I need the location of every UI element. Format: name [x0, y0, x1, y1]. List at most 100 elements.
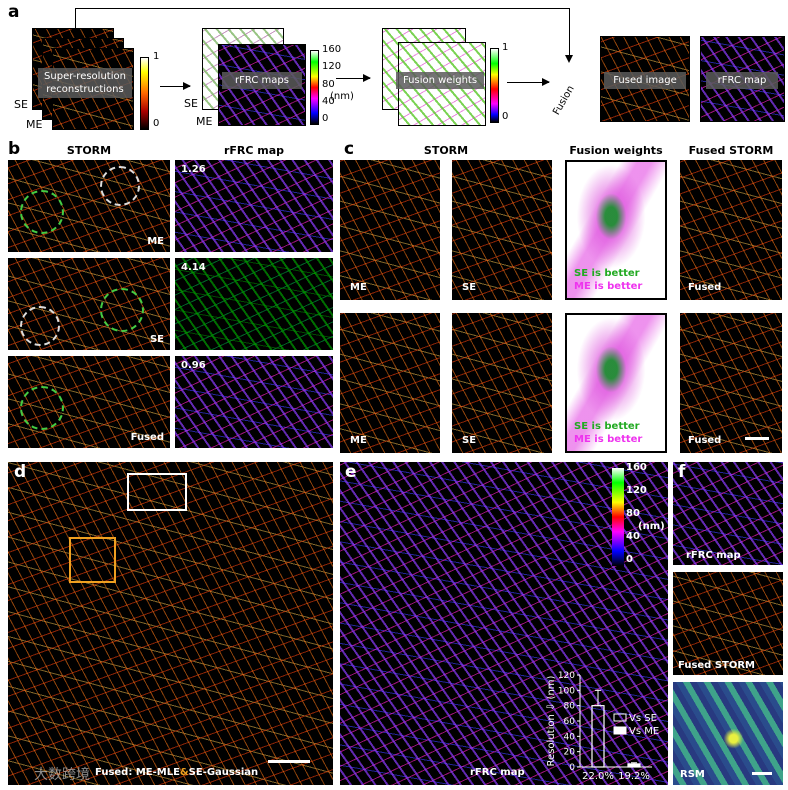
- arrow-head: [565, 55, 573, 63]
- legend-swatch: [613, 726, 627, 735]
- image: [565, 160, 667, 300]
- panel-label: b: [8, 139, 21, 159]
- colorbar: [490, 48, 499, 123]
- label: SE is better: [574, 268, 640, 279]
- colorbar: [140, 57, 149, 130]
- colorbar: [310, 50, 319, 125]
- watermark: 大数跨境: [34, 767, 90, 783]
- panel-label: a: [8, 2, 20, 22]
- label: SE is better: [574, 421, 640, 432]
- y-tick-label: 120: [558, 671, 575, 681]
- row-label: Fused: [130, 432, 164, 443]
- colorbar-tick: 0: [502, 111, 509, 122]
- overlay-label: Super-resolution reconstructions: [38, 68, 132, 98]
- arrow: [507, 78, 550, 86]
- score: 4.14: [181, 262, 206, 273]
- legend-label: Vs ME: [629, 726, 659, 737]
- caption: &: [179, 767, 189, 778]
- label: Fused: [688, 282, 722, 293]
- y-tick-label: 0: [569, 763, 575, 773]
- connector: [75, 8, 570, 9]
- label: Fused: [688, 435, 722, 446]
- column-header: Fusion weights: [569, 144, 663, 157]
- column-header: Fused STORM: [688, 144, 774, 157]
- roi-box: [127, 473, 187, 511]
- arrow: [160, 82, 191, 90]
- colorbar-tick: 160: [626, 462, 647, 473]
- caption: Fused: ME-MLE: [95, 767, 180, 778]
- image: [340, 160, 440, 300]
- label: ME is better: [574, 281, 643, 292]
- y-tick-label: 20: [564, 748, 576, 758]
- legend-swatch: [613, 713, 627, 722]
- image: [452, 160, 552, 300]
- connector: [569, 8, 570, 58]
- roi-circle: [100, 166, 140, 206]
- label: SE: [184, 97, 198, 110]
- connector: [75, 8, 76, 28]
- row-label: SE: [149, 334, 164, 345]
- overlay-label: Fused image: [604, 72, 686, 89]
- colorbar-tick: 0: [626, 554, 633, 565]
- roi-circle: [20, 190, 64, 234]
- image: [680, 313, 782, 453]
- overlay-label: rFRC map: [706, 72, 778, 89]
- label: SE: [14, 98, 28, 111]
- caption: Fused STORM: [678, 660, 756, 671]
- roi-circle: [100, 288, 144, 332]
- panel-label: e: [345, 462, 357, 482]
- scale-bar: [745, 437, 769, 440]
- colorbar: [612, 468, 624, 566]
- y-tick-label: 60: [564, 717, 576, 727]
- arrow: [336, 74, 371, 82]
- score: 0.96: [181, 360, 206, 371]
- unit: (nm): [638, 521, 665, 532]
- image: [340, 313, 440, 453]
- x-tick-label: 19.2%: [618, 771, 650, 782]
- colorbar-tick: 40: [322, 95, 335, 107]
- colorbar-tick: 120: [322, 61, 342, 73]
- image: [175, 258, 333, 350]
- label: SE: [462, 435, 477, 446]
- caption: RSM: [680, 769, 705, 780]
- overlay-label: rFRC maps: [222, 72, 302, 89]
- colorbar-tick: 80: [626, 508, 640, 519]
- label: ME: [350, 435, 367, 446]
- image: [565, 313, 667, 453]
- colorbar-tick: 120: [626, 485, 647, 496]
- image: [673, 462, 783, 565]
- bar: [591, 705, 605, 768]
- y-tick-label: 100: [558, 686, 575, 696]
- image: [673, 572, 783, 675]
- label: ME: [350, 282, 367, 293]
- x-tick-label: 22.0%: [582, 771, 614, 782]
- column-header: rFRC map: [223, 144, 285, 157]
- unit: (nm): [330, 91, 354, 102]
- colorbar-tick: 80: [322, 78, 335, 90]
- colorbar-tick: 1: [502, 42, 509, 53]
- colorbar-tick: 160: [322, 44, 342, 55]
- colorbar-tick: 0: [153, 118, 160, 129]
- label: SE: [462, 282, 477, 293]
- roi-circle: [20, 386, 64, 430]
- label: ME: [196, 115, 213, 128]
- image: [175, 356, 333, 448]
- image: [680, 160, 782, 300]
- roi-circle: [20, 306, 60, 346]
- roi-box: [69, 537, 116, 583]
- y-tick-label: 40: [564, 732, 576, 742]
- caption: rFRC map: [686, 550, 741, 561]
- image: [452, 313, 552, 453]
- colorbar-tick: 40: [626, 531, 640, 542]
- scale-bar: [268, 760, 310, 763]
- panel-label: d: [14, 462, 27, 482]
- caption: rFRC map: [470, 767, 525, 778]
- column-header: STORM: [66, 144, 112, 157]
- y-tick-label: 80: [564, 702, 576, 712]
- image: [175, 160, 333, 252]
- row-label: ME: [147, 236, 164, 247]
- label: Fusion: [551, 83, 577, 118]
- bar: [627, 763, 641, 768]
